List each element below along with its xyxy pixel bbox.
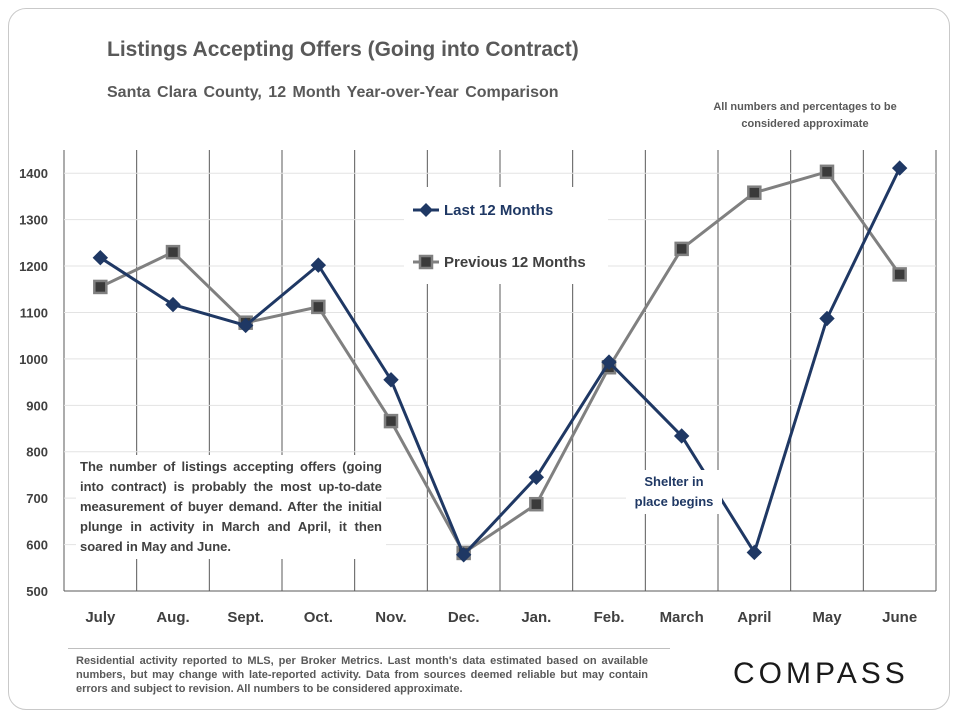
- data-point-square: [383, 413, 399, 429]
- x-tick-label: March: [660, 609, 704, 626]
- data-point-square: [892, 267, 907, 282]
- series-line-last-12-months: [99, 167, 902, 557]
- legend-label: Last 12 Months: [444, 202, 553, 219]
- data-point-square: [93, 279, 108, 295]
- y-tick-label: 1100: [20, 305, 48, 320]
- annotation-shelter-in-place: Shelter in place begins: [626, 470, 722, 514]
- data-point-diamond: [891, 160, 908, 176]
- chart-title: Listings Accepting Offers (Going into Co…: [107, 38, 579, 61]
- x-tick-label: Aug.: [156, 609, 189, 626]
- x-tick-label: Sept.: [227, 609, 264, 626]
- data-point-square: [674, 241, 689, 257]
- y-axis: 500 600 700 800 900 1000 1100 1200 1300 1400: [19, 166, 48, 599]
- data-point-square: [819, 164, 835, 180]
- x-tick-label: April: [737, 609, 771, 626]
- y-tick-label: 1200: [19, 259, 48, 274]
- x-axis: July Aug. Sept. Oct. Nov. Dec. Jan. Feb. March Ap…: [85, 609, 917, 626]
- data-point-diamond: [601, 354, 617, 370]
- legend-label: Previous 12 Months: [444, 254, 586, 271]
- data-point-diamond: [746, 544, 763, 561]
- data-point-diamond: [528, 469, 545, 485]
- x-tick-label: Nov.: [375, 609, 406, 626]
- data-point-diamond: [237, 317, 254, 334]
- x-tick-label: Feb.: [594, 609, 625, 626]
- x-tick-label: May: [812, 609, 842, 626]
- legend-marker-square: [418, 254, 434, 270]
- data-point-diamond: [310, 257, 327, 273]
- y-tick-label: 1000: [19, 352, 48, 367]
- data-point-diamond: [92, 249, 109, 266]
- legend-box: [404, 187, 608, 284]
- data-point-square: [747, 185, 762, 200]
- compass-logo: COMPASS: [733, 657, 909, 690]
- y-tick-label: 600: [26, 538, 48, 553]
- data-point-square: [165, 244, 181, 260]
- y-tick-label: 700: [26, 491, 48, 506]
- y-tick-label: 1300: [19, 213, 48, 228]
- data-point-square: [311, 299, 326, 315]
- y-tick-label: 800: [26, 445, 48, 460]
- footer-divider: [68, 648, 670, 649]
- y-tick-label: 900: [26, 398, 48, 413]
- disclaimer-text: All numbers and percentages to be consid…: [713, 101, 897, 130]
- series-group: [92, 160, 908, 563]
- x-tick-label: Dec.: [448, 609, 480, 626]
- x-tick-label: Jan.: [521, 609, 551, 626]
- legend: Last 12 Months Previous 12 Months: [404, 187, 608, 284]
- x-tick-label: June: [882, 609, 917, 626]
- y-tick-label: 1400: [19, 166, 48, 181]
- data-point-square: [529, 496, 544, 512]
- chart-subtitle: Santa Clara County, 12 Month Year-over-Y…: [107, 84, 559, 101]
- data-point-diamond: [165, 296, 181, 313]
- series-line-previous-12-months: [99, 170, 901, 555]
- data-point-diamond: [673, 428, 690, 444]
- annotation-note: The number of listings accepting offers …: [76, 455, 386, 559]
- x-tick-label: July: [85, 609, 116, 626]
- legend-marker-diamond: [419, 203, 433, 217]
- y-tick-label: 500: [26, 584, 48, 599]
- footer-note: Residential activity reported to MLS, pe…: [76, 655, 648, 695]
- data-point-diamond: [455, 547, 472, 563]
- data-point-diamond: [383, 372, 399, 388]
- data-point-diamond: [819, 310, 835, 327]
- x-tick-label: Oct.: [304, 609, 333, 626]
